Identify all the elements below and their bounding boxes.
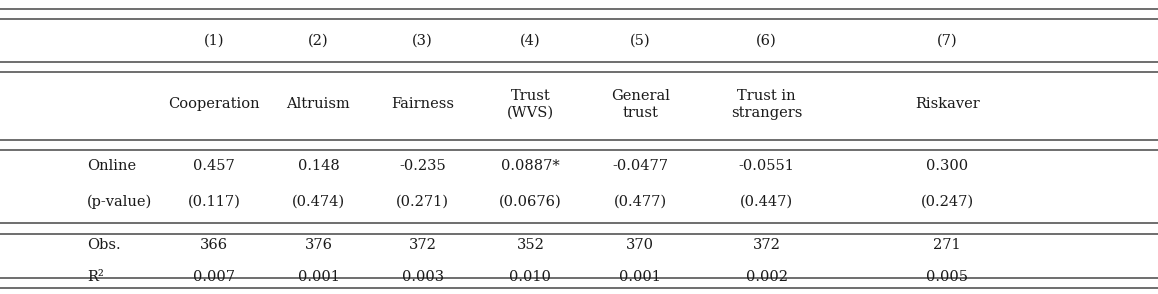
Text: -0.0551: -0.0551 <box>739 159 794 173</box>
Text: 0.148: 0.148 <box>298 159 339 173</box>
Text: Trust in
strangers: Trust in strangers <box>731 89 802 120</box>
Text: 0.007: 0.007 <box>193 270 235 284</box>
Text: (0.474): (0.474) <box>292 194 345 208</box>
Text: Online: Online <box>87 159 135 173</box>
Text: Trust
(WVS): Trust (WVS) <box>507 89 554 120</box>
Text: Obs.: Obs. <box>87 238 120 253</box>
Text: (0.447): (0.447) <box>740 194 793 208</box>
Text: 0.003: 0.003 <box>402 270 444 284</box>
Text: (0.247): (0.247) <box>921 194 974 208</box>
Text: (5): (5) <box>630 34 651 48</box>
Text: 0.001: 0.001 <box>298 270 339 284</box>
Text: 271: 271 <box>933 238 961 253</box>
Text: R²: R² <box>87 270 103 284</box>
Text: (4): (4) <box>520 34 541 48</box>
Text: Cooperation: Cooperation <box>168 97 261 111</box>
Text: 372: 372 <box>753 238 780 253</box>
Text: (p-value): (p-value) <box>87 194 152 208</box>
Text: (0.271): (0.271) <box>396 194 449 208</box>
Text: (6): (6) <box>756 34 777 48</box>
Text: Fairness: Fairness <box>391 97 454 111</box>
Text: (1): (1) <box>204 34 225 48</box>
Text: -0.0477: -0.0477 <box>613 159 668 173</box>
Text: -0.235: -0.235 <box>400 159 446 173</box>
Text: 0.457: 0.457 <box>193 159 235 173</box>
Text: 352: 352 <box>516 238 544 253</box>
Text: 0.001: 0.001 <box>620 270 661 284</box>
Text: 370: 370 <box>626 238 654 253</box>
Text: (2): (2) <box>308 34 329 48</box>
Text: General
trust: General trust <box>611 89 669 120</box>
Text: 372: 372 <box>409 238 437 253</box>
Text: (0.477): (0.477) <box>614 194 667 208</box>
Text: 0.300: 0.300 <box>926 159 968 173</box>
Text: (0.117): (0.117) <box>188 194 241 208</box>
Text: Riskaver: Riskaver <box>915 97 980 111</box>
Text: 0.0887*: 0.0887* <box>501 159 559 173</box>
Text: (7): (7) <box>937 34 958 48</box>
Text: 0.005: 0.005 <box>926 270 968 284</box>
Text: 0.010: 0.010 <box>510 270 551 284</box>
Text: 376: 376 <box>305 238 332 253</box>
Text: (0.0676): (0.0676) <box>499 194 562 208</box>
Text: (3): (3) <box>412 34 433 48</box>
Text: 0.002: 0.002 <box>746 270 787 284</box>
Text: Altruism: Altruism <box>286 97 351 111</box>
Text: 366: 366 <box>200 238 228 253</box>
